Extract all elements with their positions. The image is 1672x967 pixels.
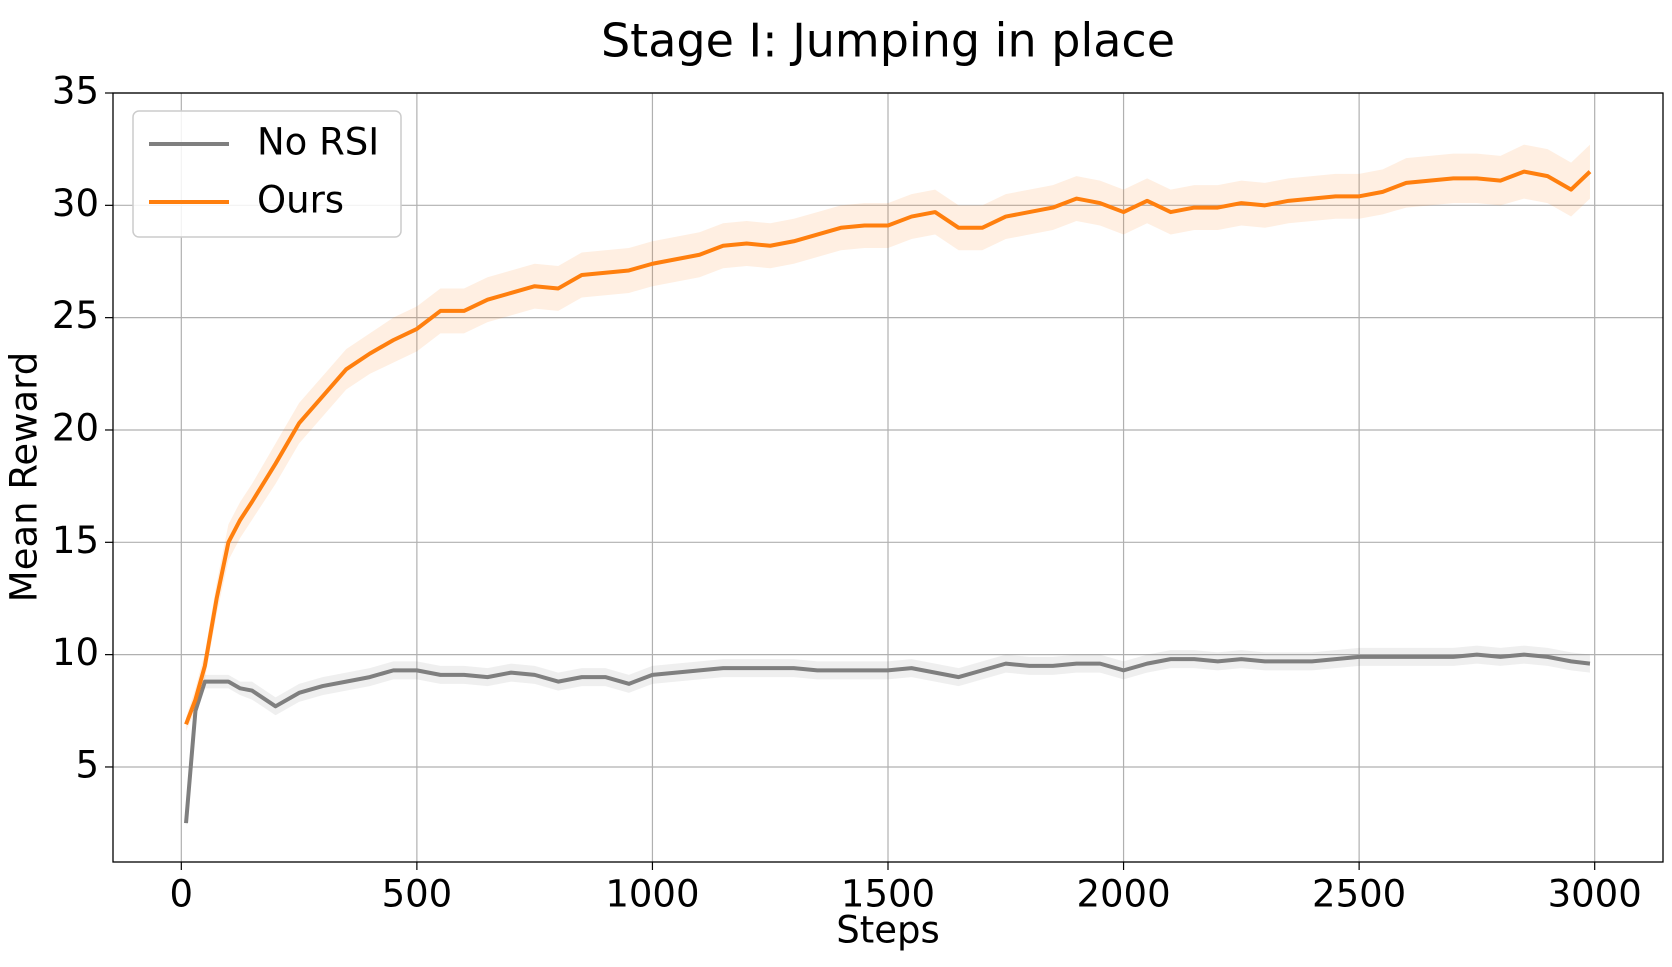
plot-frame [112,92,1664,863]
x-tick-label: 2000 [1076,873,1170,916]
y-tick-label: 35 [52,70,99,113]
series-line [184,169,1592,725]
y-tick-label: 10 [52,631,99,674]
y-tick-label: 5 [75,743,99,786]
error-band [186,645,1590,828]
x-tick-label: 1000 [605,873,699,916]
x-tick-label: 500 [382,873,453,916]
error-band [186,144,1590,732]
x-axis-label: Steps [836,909,940,952]
y-tick-label: 30 [52,182,99,225]
chart-title: Stage I: Jumping in place [601,14,1175,68]
y-tick-label: 25 [52,294,99,337]
y-axis-label: Mean Reward [3,352,46,602]
y-tick-label: 20 [52,406,99,449]
x-tick-label: 1500 [841,873,935,916]
series-line [184,652,1591,824]
x-tick-label: 0 [170,873,194,916]
legend-label: Ours [257,179,344,222]
x-tick-label: 2500 [1312,873,1406,916]
x-tick-label: 3000 [1548,873,1642,916]
y-tick-label: 15 [52,519,99,562]
legend-label: No RSI [257,121,379,164]
